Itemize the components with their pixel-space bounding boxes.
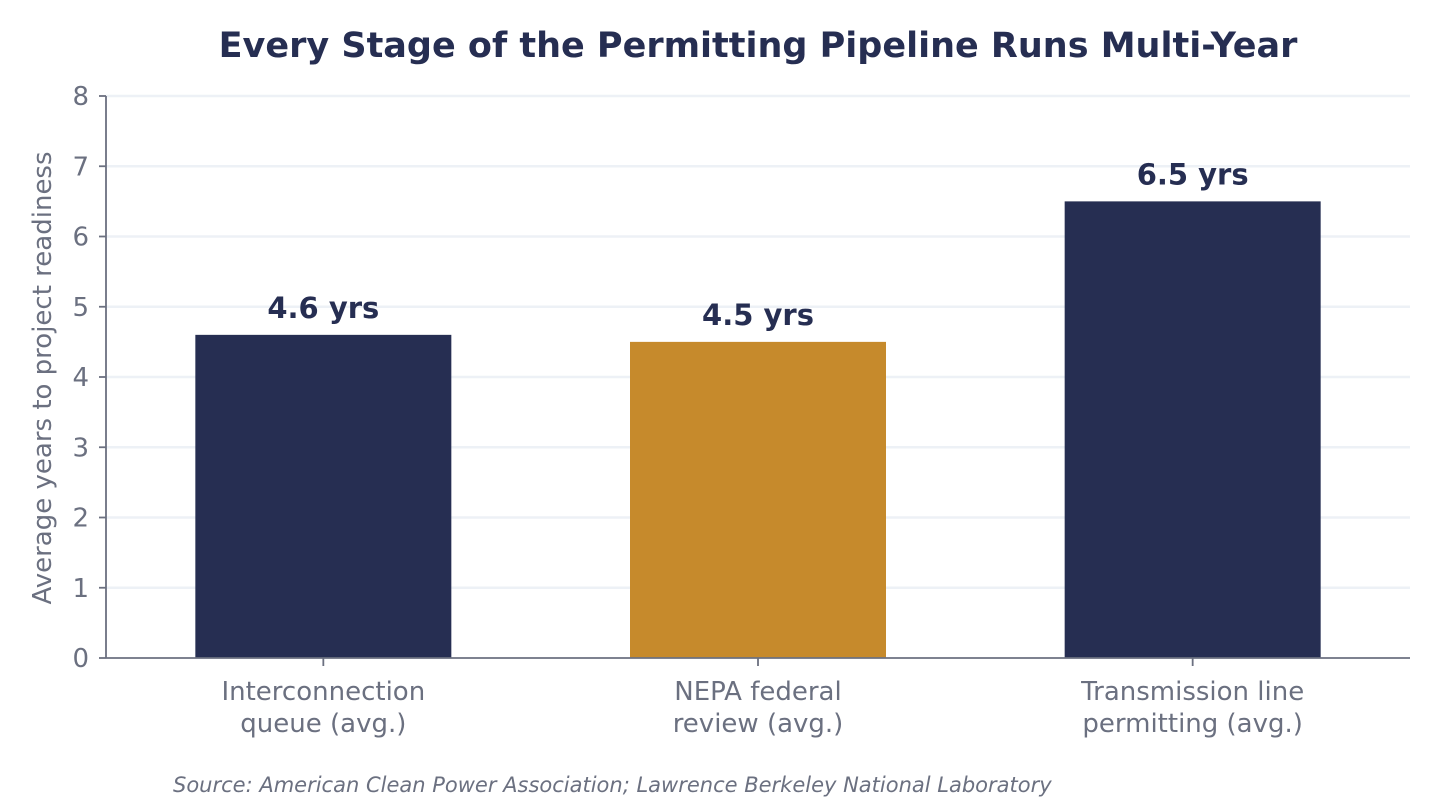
data-labels: 4.6 yrs 4.5 yrs 6.5 yrs (267, 157, 1248, 332)
chart-title: Every Stage of the Permitting Pipeline R… (219, 26, 1298, 66)
y-axis-ticks: 0 1 2 3 4 5 6 7 8 (72, 82, 106, 674)
x-tick-label-line: NEPA federal (674, 677, 841, 707)
y-tick-label: 6 (72, 223, 89, 253)
x-tick-label-line: Transmission line (1080, 677, 1304, 707)
data-label: 6.5 yrs (1137, 157, 1249, 191)
y-tick-label: 3 (72, 433, 89, 463)
y-tick-label: 8 (72, 82, 89, 112)
x-tick-label-line: Interconnection (221, 677, 425, 707)
y-tick-label: 5 (72, 293, 89, 323)
bar (630, 341, 886, 658)
bar (195, 334, 452, 658)
y-tick-label: 7 (72, 152, 89, 182)
y-tick-label: 0 (72, 644, 89, 674)
x-tick-label-line: queue (avg.) (240, 709, 406, 739)
y-tick-label: 4 (72, 363, 89, 393)
data-label: 4.6 yrs (267, 291, 379, 325)
y-tick-label: 1 (72, 574, 89, 604)
x-tick-label-line: review (avg.) (673, 709, 844, 739)
x-tick-label: Transmission line permitting (avg.) (1080, 677, 1304, 739)
bar (1064, 201, 1321, 658)
x-tick-label-line: permitting (avg.) (1082, 709, 1303, 739)
y-tick-label: 2 (72, 504, 89, 534)
source-note: Source: American Clean Power Association… (173, 773, 1052, 797)
y-axis-label: Average years to project readiness (28, 151, 58, 604)
x-tick-label: Interconnection queue (avg.) (221, 677, 425, 739)
bars (195, 201, 1321, 658)
x-tick-label: NEPA federal review (avg.) (673, 677, 844, 739)
data-label: 4.5 yrs (702, 298, 814, 332)
x-axis-ticks: Interconnection queue (avg.) NEPA federal r… (221, 658, 1304, 739)
